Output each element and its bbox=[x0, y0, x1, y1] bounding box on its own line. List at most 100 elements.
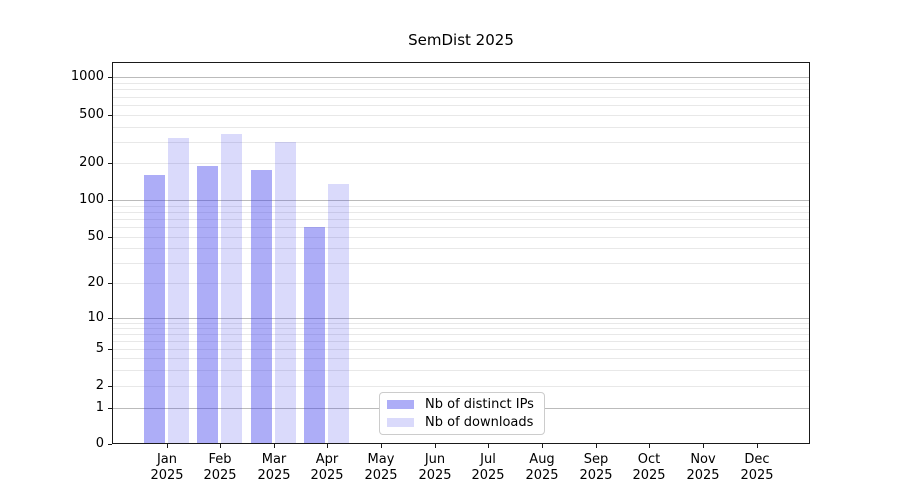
y-tick-mark bbox=[108, 318, 112, 319]
x-tick-month: Mar bbox=[261, 452, 287, 467]
gridline-minor bbox=[113, 97, 809, 98]
legend-item-distinct-ips: Nb of distinct IPs bbox=[387, 396, 536, 413]
x-tick-mark bbox=[757, 444, 758, 448]
gridline-minor bbox=[113, 358, 809, 359]
y-tick-mark bbox=[108, 163, 112, 164]
x-tick-year: 2025 bbox=[740, 468, 774, 483]
y-tick-label: 100 bbox=[79, 192, 104, 207]
gridline-minor bbox=[113, 370, 809, 371]
legend-label-distinct-ips: Nb of distinct IPs bbox=[425, 396, 534, 412]
x-tick-month: Aug bbox=[529, 452, 555, 467]
legend-swatch-distinct-ips bbox=[387, 399, 414, 409]
y-tick-mark bbox=[108, 200, 112, 201]
bar-distinct-ips bbox=[251, 170, 272, 443]
x-tick-month: May bbox=[367, 452, 395, 467]
x-tick-mark bbox=[596, 444, 597, 448]
gridline-minor bbox=[113, 386, 809, 387]
x-tick-month: Nov bbox=[690, 452, 716, 467]
bar-distinct-ips bbox=[197, 166, 218, 443]
bar-downloads bbox=[168, 138, 189, 443]
x-tick-year: 2025 bbox=[203, 468, 237, 483]
gridline-minor bbox=[113, 334, 809, 335]
gridline-minor bbox=[113, 237, 809, 238]
y-tick-mark bbox=[108, 237, 112, 238]
legend-swatch-downloads bbox=[387, 418, 414, 428]
x-tick-year: 2025 bbox=[525, 468, 559, 483]
x-tick-month: Jan bbox=[156, 452, 178, 467]
gridline-major bbox=[113, 200, 809, 201]
x-tick-mark bbox=[167, 444, 168, 448]
gridline-minor bbox=[113, 89, 809, 90]
y-tick-label: 200 bbox=[79, 155, 104, 170]
x-tick-label-dec: Dec 2025 bbox=[725, 452, 789, 484]
bar-distinct-ips bbox=[144, 175, 165, 443]
x-tick-year: 2025 bbox=[150, 468, 184, 483]
legend-label-downloads: Nb of downloads bbox=[425, 415, 534, 431]
x-tick-year: 2025 bbox=[257, 468, 291, 483]
x-tick-label-oct: Oct 2025 bbox=[617, 452, 681, 484]
x-tick-year: 2025 bbox=[310, 468, 344, 483]
gridline-minor bbox=[113, 127, 809, 128]
gridline-minor bbox=[113, 341, 809, 342]
x-tick-month: Jun bbox=[424, 452, 446, 467]
x-tick-mark bbox=[381, 444, 382, 448]
x-tick-label-mar: Mar 2025 bbox=[242, 452, 306, 484]
y-tick-mark bbox=[108, 115, 112, 116]
gridline-minor bbox=[113, 206, 809, 207]
gridline-major bbox=[113, 77, 809, 78]
x-tick-month: Apr bbox=[315, 452, 339, 467]
gridline-minor bbox=[113, 227, 809, 228]
gridline-minor bbox=[113, 105, 809, 106]
x-tick-label-sep: Sep 2025 bbox=[564, 452, 628, 484]
x-tick-year: 2025 bbox=[579, 468, 613, 483]
bar-distinct-ips bbox=[304, 227, 325, 443]
x-tick-month: Dec bbox=[744, 452, 770, 467]
gridline-minor bbox=[113, 142, 809, 143]
x-tick-mark bbox=[542, 444, 543, 448]
gridline-minor bbox=[113, 212, 809, 213]
x-tick-label-feb: Feb 2025 bbox=[188, 452, 252, 484]
gridline-major bbox=[113, 318, 809, 319]
y-tick-label: 1000 bbox=[70, 69, 104, 84]
x-tick-mark bbox=[649, 444, 650, 448]
y-tick-label: 20 bbox=[87, 275, 104, 290]
x-tick-mark bbox=[327, 444, 328, 448]
y-tick-label: 2 bbox=[95, 378, 104, 393]
x-tick-label-nov: Nov 2025 bbox=[671, 452, 735, 484]
x-tick-label-may: May 2025 bbox=[349, 452, 413, 484]
gridline-minor bbox=[113, 263, 809, 264]
gridline-minor bbox=[113, 323, 809, 324]
bar-downloads bbox=[221, 134, 242, 443]
plot-canvas bbox=[113, 63, 809, 443]
y-tick-label: 50 bbox=[87, 229, 104, 244]
x-tick-mark bbox=[703, 444, 704, 448]
x-tick-month: Feb bbox=[208, 452, 232, 467]
y-tick-mark bbox=[108, 408, 112, 409]
x-tick-year: 2025 bbox=[364, 468, 398, 483]
gridline-minor bbox=[113, 115, 809, 116]
x-tick-label-aug: Aug 2025 bbox=[510, 452, 574, 484]
y-tick-mark bbox=[108, 349, 112, 350]
bar-downloads bbox=[275, 142, 296, 443]
y-tick-mark bbox=[108, 77, 112, 78]
x-tick-mark bbox=[435, 444, 436, 448]
chart-title: SemDist 2025 bbox=[408, 31, 514, 49]
gridline-minor bbox=[113, 163, 809, 164]
x-tick-mark bbox=[488, 444, 489, 448]
legend-item-downloads: Nb of downloads bbox=[387, 415, 536, 432]
y-tick-mark bbox=[108, 283, 112, 284]
y-tick-label: 10 bbox=[87, 310, 104, 325]
gridline-minor bbox=[113, 219, 809, 220]
gridline-minor bbox=[113, 328, 809, 329]
gridline-minor bbox=[113, 83, 809, 84]
y-tick-label: 500 bbox=[79, 107, 104, 122]
y-tick-mark bbox=[108, 444, 112, 445]
x-tick-year: 2025 bbox=[632, 468, 666, 483]
x-tick-year: 2025 bbox=[686, 468, 720, 483]
gridline-minor bbox=[113, 349, 809, 350]
y-tick-label: 0 bbox=[95, 436, 104, 451]
plot-area bbox=[112, 62, 810, 444]
x-tick-label-jun: Jun 2025 bbox=[403, 452, 467, 484]
x-tick-year: 2025 bbox=[471, 468, 505, 483]
